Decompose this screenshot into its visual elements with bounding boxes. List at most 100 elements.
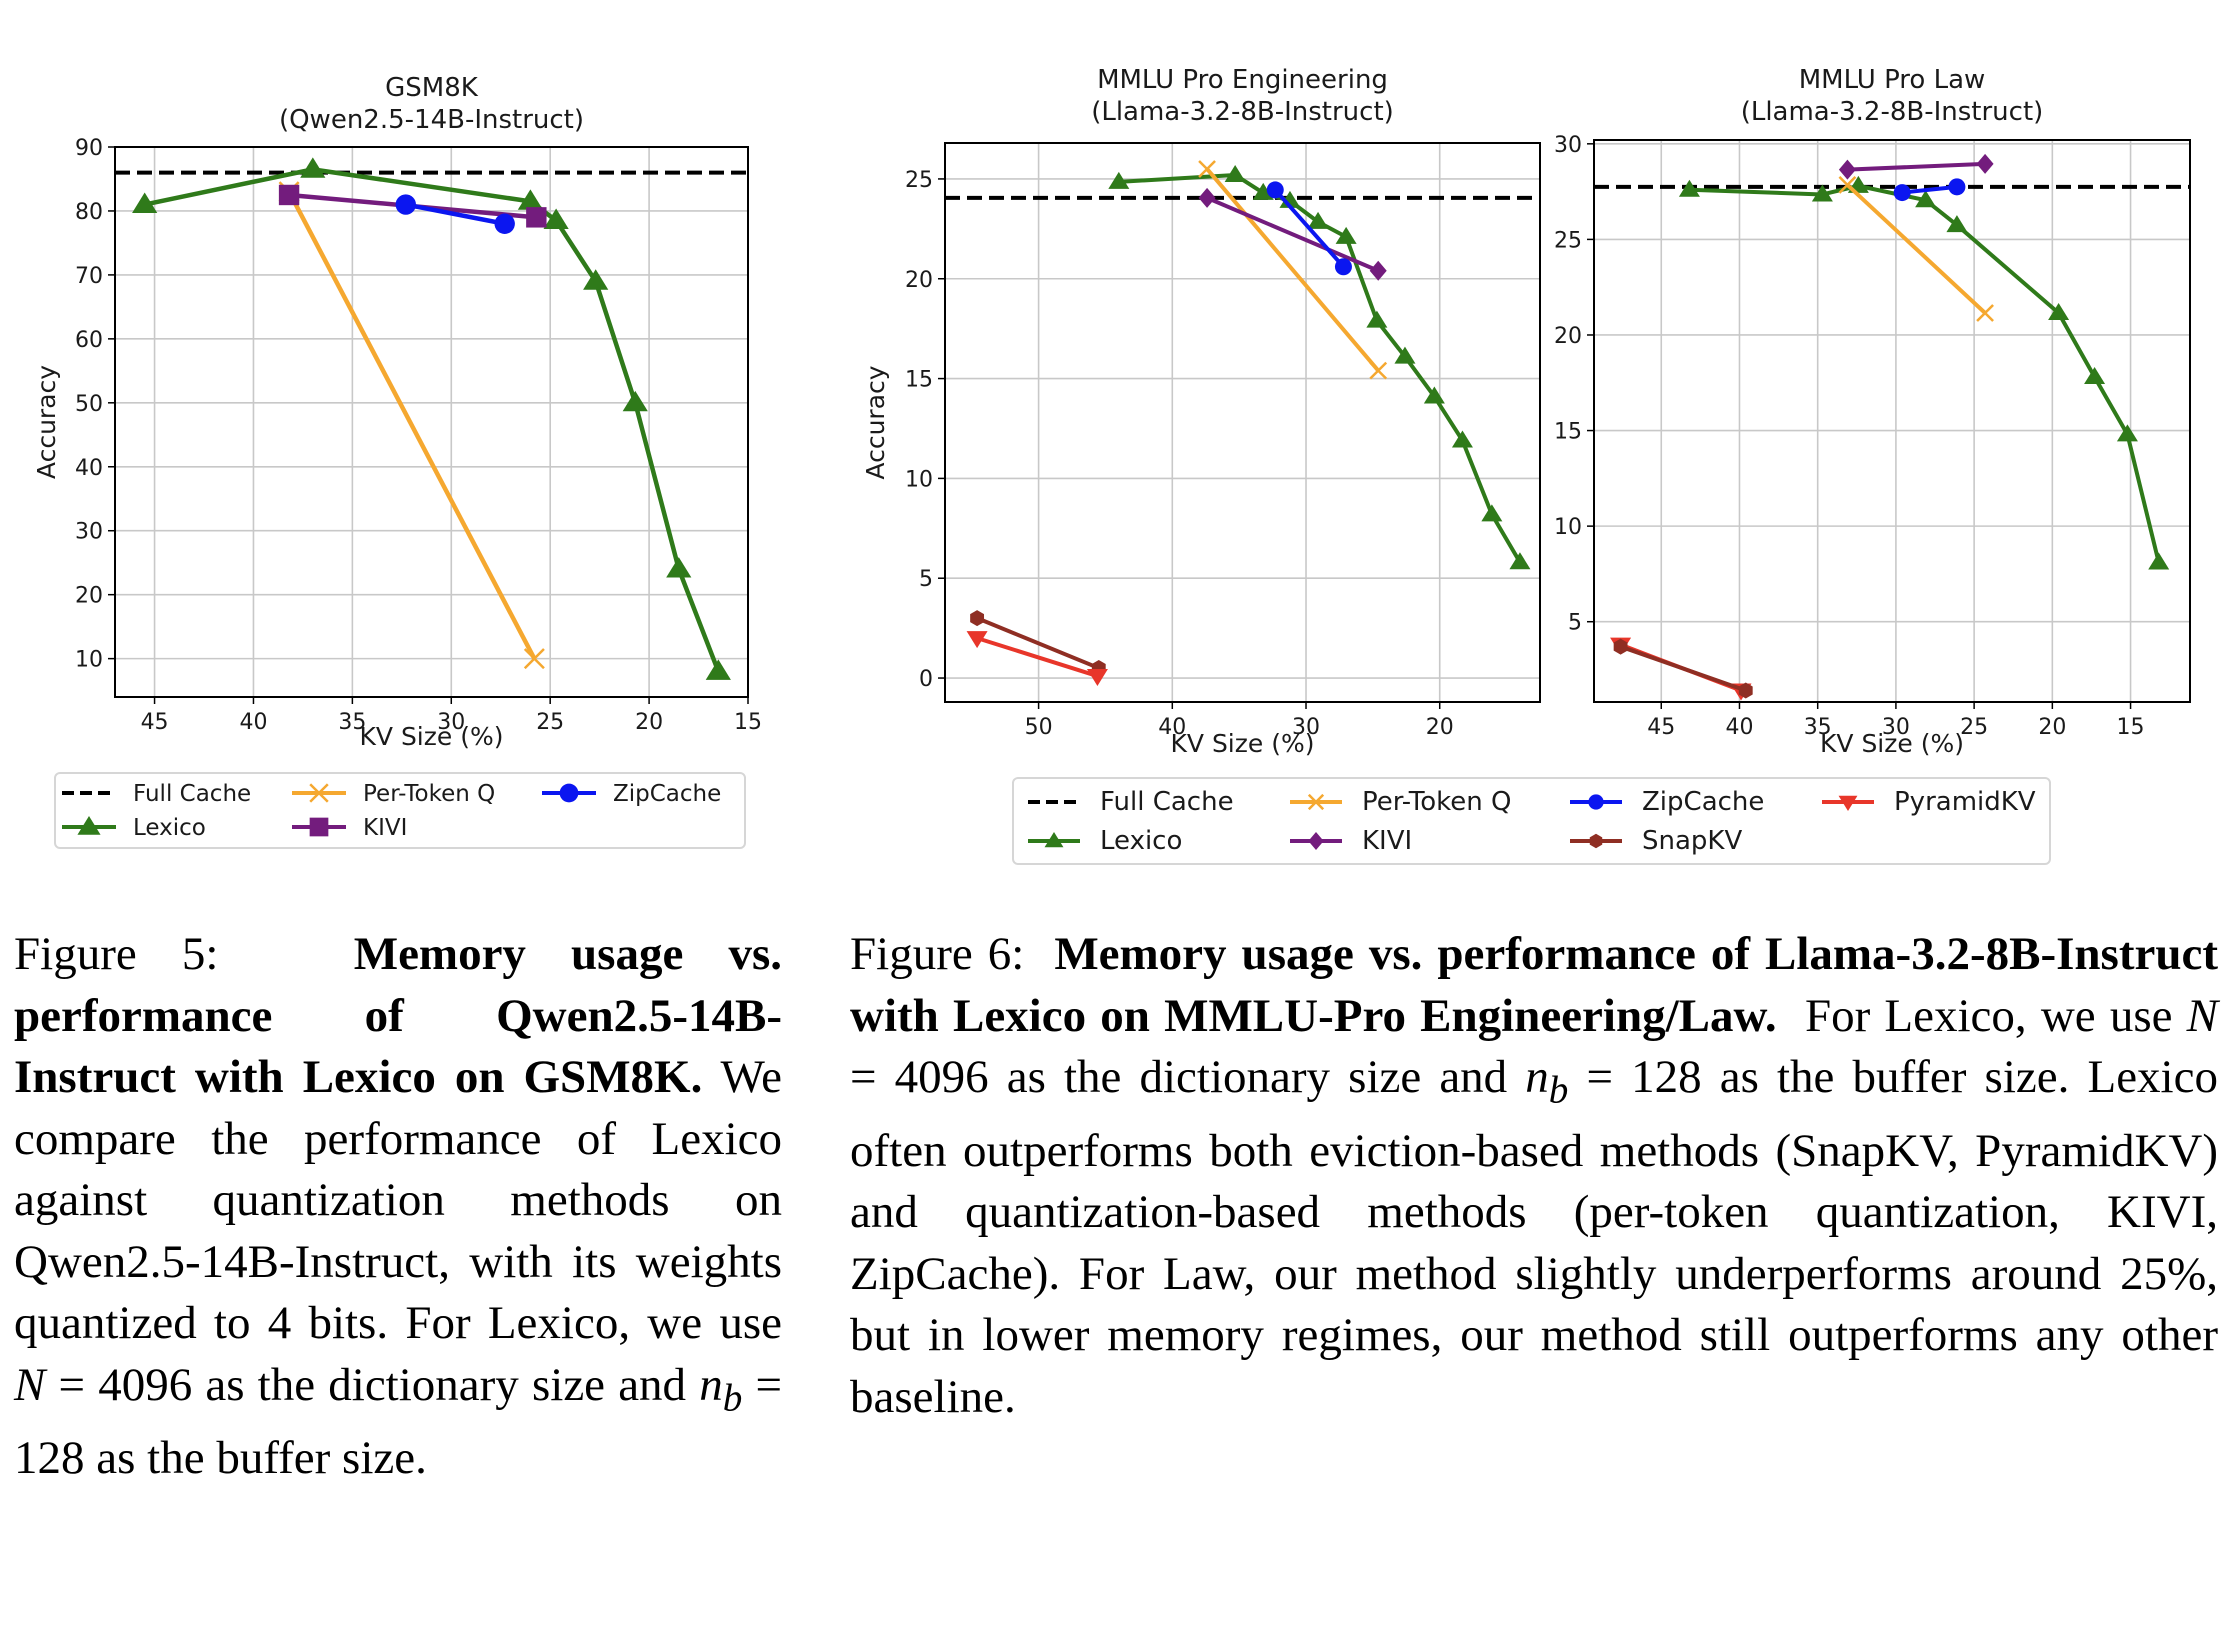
y-tick-label: 80 (75, 200, 103, 225)
legend-label: KIVI (363, 815, 407, 841)
legend-label: SnapKV (1642, 826, 1742, 856)
y-tick-label: 10 (1554, 515, 1582, 540)
data-point (1108, 171, 1130, 189)
data-point (132, 192, 158, 213)
mmlu-law-chart: 45 40 35 30 25 20 15 5 10 15 20 25 30 MMLU Pro Law(Ll… (1554, 65, 2191, 758)
x-tick-label: 40 (1158, 715, 1186, 740)
series-line (1118, 172, 1522, 564)
data-point (1198, 160, 1216, 178)
caption-label: Figure 6: (850, 928, 1025, 980)
x-marker-stroke (309, 783, 329, 803)
data-point (1509, 552, 1531, 570)
y-tick-label: 30 (1554, 133, 1582, 158)
data-point (1678, 179, 1700, 197)
x-tick-label: 45 (1647, 715, 1675, 740)
series-line (1619, 644, 1747, 693)
legend-marker (309, 817, 329, 837)
y-axis-label: Accuracy (32, 365, 61, 479)
chart-title: MMLU Pro Law (1799, 65, 1986, 95)
data-point (1252, 182, 1274, 200)
math-eq-nb: = 128 (14, 1358, 782, 1485)
mmlu-engineering-chart: 50 40 30 20 0 5 10 15 20 25 MMLU Pro Engineering(L… (861, 65, 1541, 758)
math-sub-b: b (1548, 1068, 1569, 1112)
data-point (1976, 153, 1994, 174)
chart-title: GSM8K (385, 73, 479, 103)
series-lexico (132, 157, 731, 680)
x-tick-label: 35 (338, 710, 366, 735)
series-line (405, 202, 506, 226)
data-point (523, 648, 545, 670)
plot-frame (944, 142, 1541, 703)
grid (945, 143, 1540, 702)
y-tick-label: 0 (919, 667, 933, 692)
series-zipcache (1893, 178, 1966, 202)
series-line (1205, 167, 1380, 372)
legend-item-zipcache: ZipCache (542, 781, 721, 807)
caption-text: as the buffer size. (96, 1432, 427, 1485)
data-point (1811, 184, 1833, 202)
grid (115, 146, 749, 697)
data-point (1948, 178, 1966, 196)
plot-frame (114, 146, 749, 698)
legend-marker (1307, 793, 1325, 811)
y-tick-label: 25 (1554, 228, 1582, 253)
data-point (1976, 304, 1994, 322)
legend-item-full-cache: Full Cache (1028, 787, 1234, 817)
data-point (1915, 190, 1937, 208)
caption-text: as the buffer size. Lexico often outperf… (850, 1051, 2218, 1423)
figure-5-legend: Full Cache Per-Token Q ZipCache Lexico KIVI (54, 772, 746, 849)
data-point (2084, 367, 2106, 385)
data-point (1481, 504, 1503, 522)
x-tick-label: 15 (2117, 715, 2145, 740)
y-tick-label: 90 (75, 136, 103, 161)
legend-item-full-cache: Full Cache (62, 781, 251, 807)
x-tick-label: 50 (1025, 715, 1053, 740)
y-tick-label: 10 (75, 648, 103, 673)
series-line (976, 616, 1100, 670)
series-line (1206, 196, 1379, 273)
series-line (1846, 183, 1987, 315)
math-N: N (14, 1358, 46, 1411)
x-tick-label: 20 (635, 710, 663, 735)
data-point (1369, 361, 1388, 380)
y-tick-label: 50 (75, 392, 103, 417)
data-point (1893, 184, 1911, 202)
math-eq-N: = 4096 (45, 1358, 206, 1411)
y-axis-label: Accuracy (861, 365, 890, 479)
math-nb: nb (1525, 1051, 1568, 1111)
caption-text: as the dictionary size and (205, 1358, 687, 1411)
x-axis-label: KV Size (%) (1171, 729, 1315, 758)
legend-label: Lexico (1100, 826, 1182, 856)
series-per-token-q (1198, 160, 1388, 380)
legend-label: Per-Token Q (1362, 787, 1511, 817)
data-point (2148, 552, 2170, 570)
series-kivi (1198, 187, 1387, 281)
legend-label: ZipCache (1642, 787, 1764, 817)
series-zipcache (395, 194, 515, 234)
chart-title: (Qwen2.5-14B-Instruct) (279, 105, 584, 135)
legend-item-per-token-q: Per-Token Q (292, 781, 495, 807)
y-tick-label: 20 (905, 268, 933, 293)
series-line (144, 167, 721, 673)
math-n: n (699, 1358, 723, 1411)
x-marker-stroke (1976, 304, 1994, 322)
x-tick-label: 30 (1882, 715, 1910, 740)
data-point (1224, 164, 1246, 182)
data-point (1838, 176, 1857, 194)
caption-label: Figure 5: (14, 928, 219, 980)
math-n: n (1525, 1051, 1549, 1103)
series-pyramidkv (966, 631, 1108, 687)
caption-text: We compare the performance of Lexico aga… (14, 1051, 782, 1349)
data-point (395, 194, 416, 215)
legend-marker (77, 816, 101, 835)
chart-title: (Llama-3.2-8B-Instruct) (1091, 97, 1394, 127)
y-tick-label: 20 (1554, 324, 1582, 349)
series-line (1901, 184, 1958, 195)
chart-title: (Llama-3.2-8B-Instruct) (1741, 97, 2044, 127)
series-line (976, 636, 1099, 678)
y-tick-label: 30 (75, 520, 103, 545)
legend-item-per-token-q: Per-Token Q (1290, 787, 1511, 817)
series-kivi (1838, 153, 1994, 180)
data-point (278, 184, 300, 206)
data-point (1307, 211, 1329, 229)
